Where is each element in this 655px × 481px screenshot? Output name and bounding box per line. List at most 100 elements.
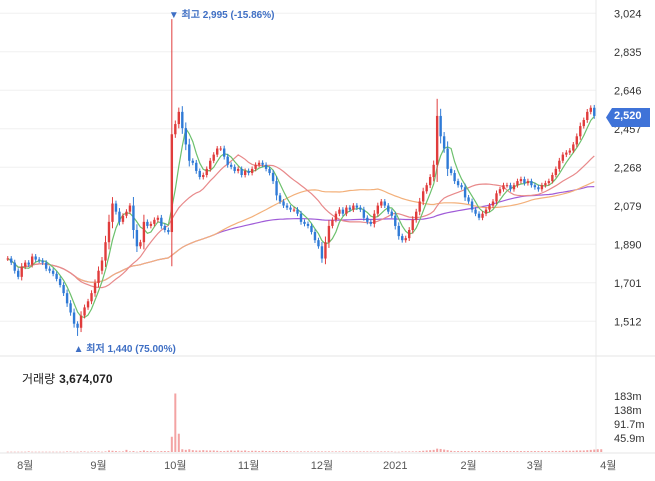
candle-body [58,278,62,285]
candle-body [491,201,495,206]
candle-body [428,177,432,186]
candle-body [282,201,285,206]
candle-body [523,179,526,184]
volume-bar [457,451,460,452]
candle-body [142,221,146,243]
volume-bar [216,450,219,452]
candle-body [243,170,247,175]
volume-bar [352,451,355,452]
candle-body [512,185,516,190]
candle-body [264,164,268,169]
candle-body [415,211,418,220]
current-price-tag: 2,520 [606,108,650,127]
volume-tick-label: 45.9m [614,433,645,445]
volume-bar [76,451,79,453]
candle-body [250,168,254,173]
candle-body [589,107,592,112]
candle-body [156,217,160,220]
volume-bar [153,451,156,452]
candle-body [355,205,359,208]
candle-body [446,148,449,169]
candle-body [453,172,456,182]
low-annotation-label: 최저 [86,342,107,355]
volume-bar [436,448,439,452]
volume-bar [313,451,316,452]
candle-body [275,181,278,196]
volume-bar [52,451,55,453]
candle-body [376,205,380,214]
low-annotation-value: 1,440 (75.00%) [107,344,175,355]
price-tick-label: 2,835 [614,47,642,59]
candle-body [10,258,13,263]
candle-body [474,209,477,214]
candle-body [132,205,135,230]
candle-body [484,209,488,214]
volume-bar [425,450,428,452]
volume-bar [48,451,51,453]
volume-bar [523,451,526,452]
volume-bar [107,450,110,452]
candle-body [306,223,310,226]
volume-bar [142,450,145,452]
volume-bar [317,451,320,452]
low-marker: ▲ [74,344,87,355]
volume-bar [62,451,65,453]
candle-body [540,185,544,190]
volume-bar [565,450,568,452]
candle-body [537,187,540,190]
candle-body [222,148,226,157]
volume-bar [279,451,282,452]
candle-body [401,236,404,241]
candle-body [554,168,558,175]
volume-bar [73,451,76,453]
volume-bar [359,451,362,452]
candle-body [24,262,27,267]
volume-bar [114,451,117,452]
candle-body [526,181,530,184]
candle-body [174,124,177,135]
volume-bar [118,451,121,452]
candle-body [334,213,338,220]
candle-body [184,128,187,145]
candle-body [226,156,229,165]
x-tick-label: 10월 [164,459,186,472]
candle-body [69,303,72,313]
volume-bar [558,451,561,452]
candle-body [408,230,411,239]
candle-body [299,213,303,222]
candle-body [271,172,275,182]
candle-body [209,160,212,169]
volume-bar [429,450,432,452]
volume-bar [163,451,166,452]
volume-bar [10,451,13,453]
volume-bar [369,451,372,452]
volume-bar [94,451,97,452]
volume-bar [376,451,379,452]
candle-body [586,111,589,120]
volume-bar [492,451,495,452]
candle-body [160,217,163,226]
candle-body [128,205,132,212]
volume-bar [135,451,138,453]
volume-tick-label: 138m [614,405,642,417]
volume-bar [572,450,575,452]
volume-bar [397,451,400,453]
candle-body [83,307,86,316]
volume-bar [540,451,543,452]
candle-body [247,170,250,173]
volume-bar [20,451,23,453]
candle-body [544,183,547,186]
x-tick-label: 4월 [600,459,616,472]
volume-bar [320,451,323,452]
candle-body [111,203,114,222]
candle-body [421,191,425,202]
volume-bar [265,451,268,452]
candle-body [149,223,153,226]
candle-body [6,258,9,260]
candle-body [369,221,373,224]
volume-value: 3,674,070 [59,372,113,386]
volume-bar [418,451,421,452]
candle-body [338,209,341,214]
volume-bar [411,451,414,452]
